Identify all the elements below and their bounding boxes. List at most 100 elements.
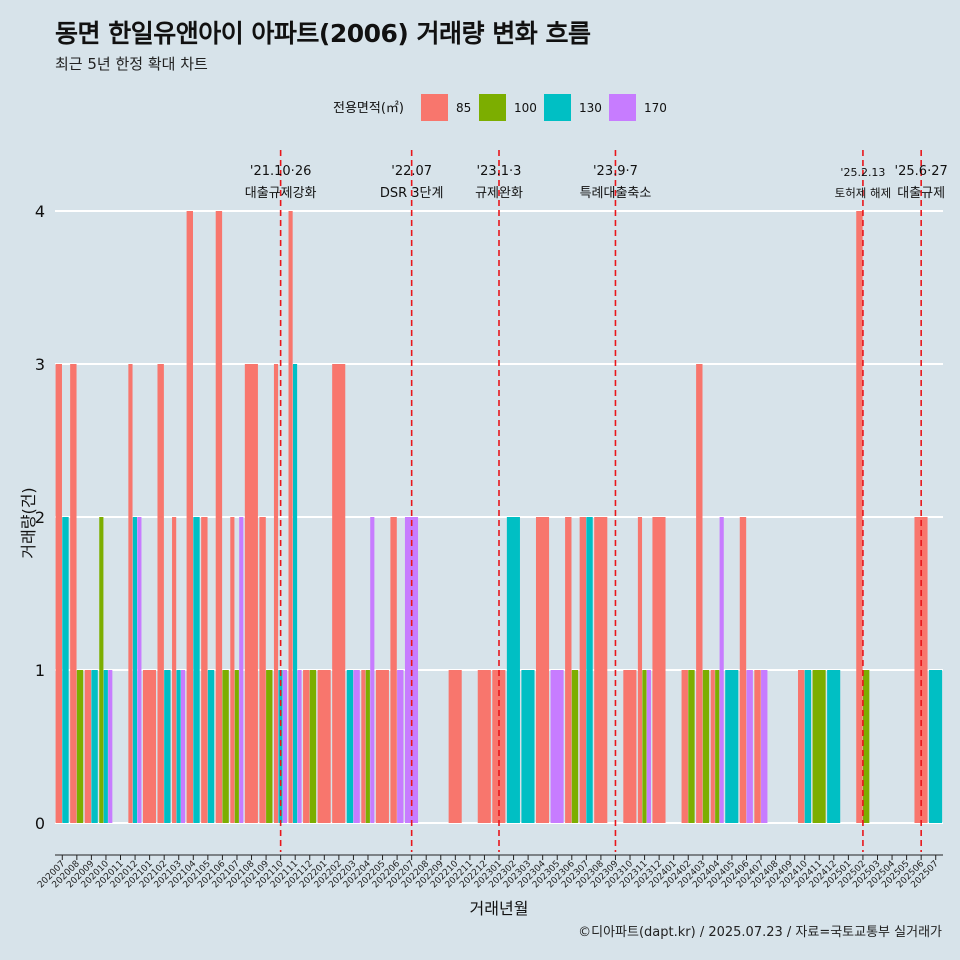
bar-85-202311 <box>637 517 643 823</box>
bar-85-202206 <box>390 517 397 823</box>
bar-85-202301 <box>492 670 506 823</box>
bar-170-202203 <box>353 670 360 823</box>
source-caption: ©디아파트(dapt.kr) / 2025.07.23 / 자료=국토교통부 실… <box>578 925 942 940</box>
y-tick-label: 3 <box>35 355 45 374</box>
bar-85-202407 <box>754 670 761 823</box>
bar-100-202112 <box>309 670 317 823</box>
legend-swatch-130 <box>544 94 571 121</box>
bar-100-202204 <box>365 670 370 823</box>
bar-170-202110 <box>282 670 288 823</box>
bar-85-202012 <box>128 364 133 823</box>
bar-85-202205 <box>375 670 389 823</box>
bar-85-202406 <box>739 517 747 823</box>
bar-130-202103 <box>176 670 181 823</box>
bar-170-202204 <box>370 517 375 823</box>
chart-title: 동면 한일유앤아이 아파트(2006) 거래량 변화 흐름 <box>55 19 591 48</box>
bar-100-202109 <box>266 670 273 823</box>
bar-100-202010 <box>99 517 104 823</box>
legend: 전용면적(㎡) 85 100 130 170 <box>333 94 667 121</box>
x-axis-title: 거래년월 <box>470 899 529 918</box>
bar-170-202103 <box>180 670 186 823</box>
bar-170-202107 <box>239 517 244 823</box>
bar-130-202009 <box>91 670 98 823</box>
legend-swatch-170 <box>609 94 636 121</box>
bar-85-202404 <box>710 670 715 823</box>
bar-85-202103 <box>172 517 177 823</box>
bar-85-202112 <box>303 670 310 823</box>
bar-170-202010 <box>108 670 113 823</box>
bar-100-202008 <box>76 670 84 823</box>
bars <box>55 211 943 823</box>
legend-swatch-85 <box>421 94 448 121</box>
event-name-label: 특례대출축소 <box>580 186 652 201</box>
bar-130-202405 <box>725 670 739 823</box>
bar-85-202104 <box>186 211 193 823</box>
event-name-label: 대출규제강화 <box>245 186 317 201</box>
bar-100-202411 <box>812 670 826 823</box>
bar-100-202502 <box>862 670 870 823</box>
bar-130-202105 <box>207 670 215 823</box>
bar-85-202210 <box>448 670 462 823</box>
bar-85-202202 <box>332 364 346 823</box>
bar-170-202406 <box>746 670 753 823</box>
bar-130-202507 <box>929 670 943 823</box>
event-date-label: '25.2.13 <box>840 166 885 179</box>
bar-130-202104 <box>193 517 200 823</box>
bar-85-202310 <box>623 670 637 823</box>
bar-85-202101 <box>142 670 157 823</box>
bar-85-202308 <box>594 517 608 823</box>
bar-85-202306 <box>565 517 572 823</box>
y-tick-label: 0 <box>35 814 45 833</box>
event-date-label: '23.1·3 <box>477 164 522 179</box>
bar-130-202303 <box>521 670 535 823</box>
event-name-label: DSR 3단계 <box>380 186 444 201</box>
bar-130-202110 <box>278 670 283 823</box>
legend-label: 130 <box>579 101 602 115</box>
bar-170-202206 <box>397 670 404 823</box>
y-tick-label: 4 <box>35 202 45 221</box>
bar-100-202106 <box>222 670 229 823</box>
bar-85-202106 <box>215 211 223 823</box>
bar-170-202305 <box>550 670 564 823</box>
bar-85-202102 <box>157 364 164 823</box>
bar-85-202111 <box>288 211 293 823</box>
bar-85-202201 <box>317 670 331 823</box>
event-date-label: '22.07 <box>391 164 432 179</box>
bar-85-202110 <box>273 364 279 823</box>
bar-130-202007 <box>62 517 69 823</box>
bar-85-202107 <box>230 517 235 823</box>
bar-85-202312 <box>652 517 666 823</box>
bar-130-202412 <box>827 670 841 823</box>
legend-swatch-100 <box>479 94 506 121</box>
bar-100-202403 <box>702 670 710 823</box>
event-name-label: 규제완화 <box>475 186 523 201</box>
legend-label: 100 <box>514 101 537 115</box>
bar-130-202102 <box>164 670 171 823</box>
bar-170-202311 <box>646 670 651 823</box>
legend-label: 170 <box>644 101 667 115</box>
y-tick-label: 2 <box>35 508 45 527</box>
bar-85-202108 <box>244 364 258 823</box>
bar-130-202111 <box>292 364 298 823</box>
bar-130-202203 <box>346 670 354 823</box>
bar-85-202109 <box>259 517 266 823</box>
bar-130-202010 <box>103 670 108 823</box>
event-markers: '21.10·26 대출규제강화 '22.07 DSR 3단계 '23.1·3 규제완화 '… <box>245 150 948 852</box>
bar-85-202009 <box>84 670 92 823</box>
bar-85-202304 <box>535 517 550 823</box>
event-name-label: 대출규제 <box>897 186 945 201</box>
bar-170-202407 <box>761 670 768 823</box>
bar-85-202204 <box>361 670 366 823</box>
legend-title: 전용면적(㎡) <box>333 101 404 116</box>
bar-170-202404 <box>719 517 724 823</box>
bar-100-202107 <box>234 670 239 823</box>
event-date-label: '21.10·26 <box>250 164 311 179</box>
legend-label: 85 <box>456 101 471 115</box>
bar-85-202307 <box>579 517 587 823</box>
bar-85-202105 <box>201 517 208 823</box>
bar-100-202306 <box>571 670 579 823</box>
bar-85-202008 <box>70 364 77 823</box>
bar-100-202311 <box>642 670 647 823</box>
